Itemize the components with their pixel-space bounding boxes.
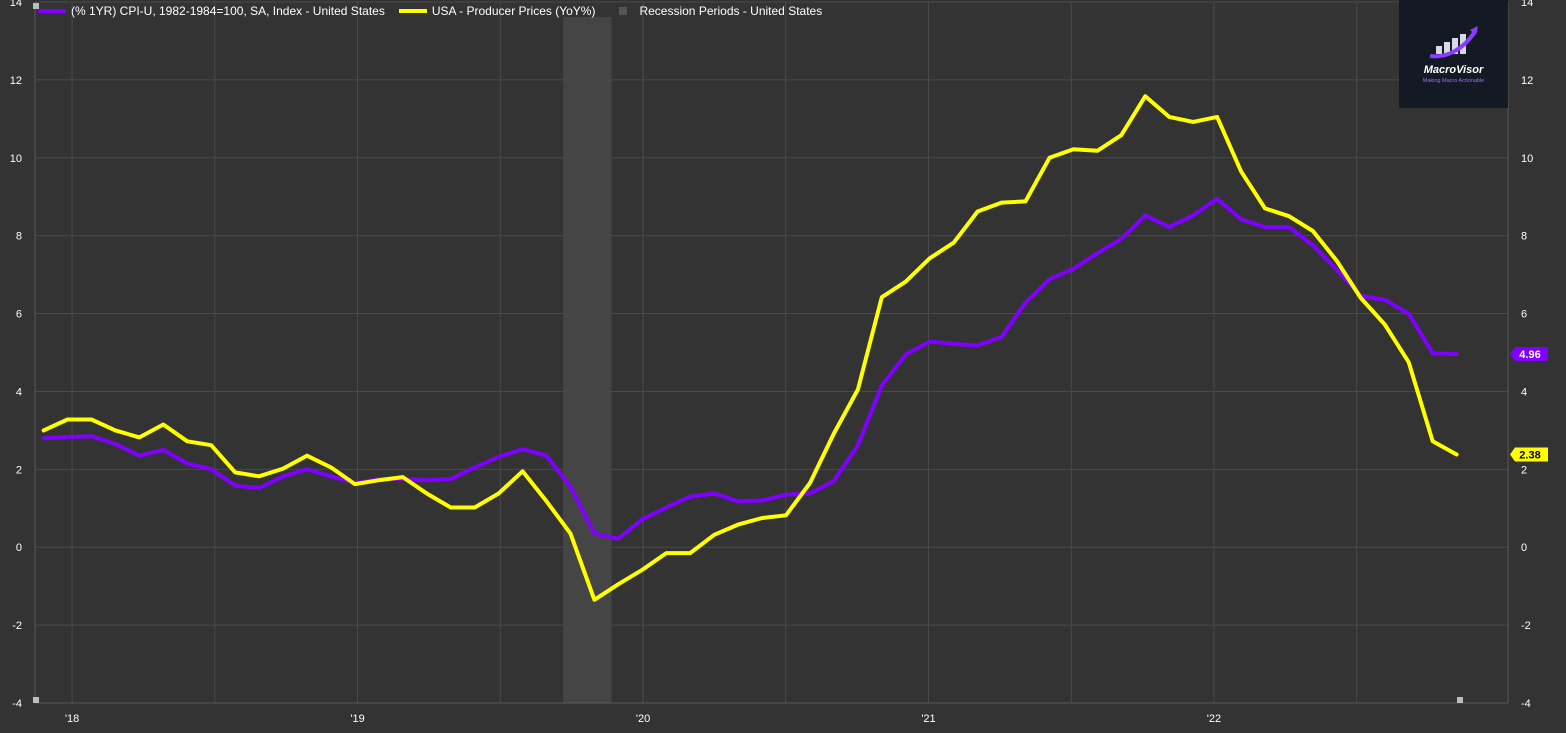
series-line-1 xyxy=(41,94,1459,602)
chart-handle-top-left[interactable] xyxy=(33,3,39,9)
last-value-labels: 4.96 2.38 xyxy=(1510,347,1548,462)
legend-item-recession[interactable]: Recession Periods - United States xyxy=(609,4,822,18)
legend-label-ppi: USA - Producer Prices (YoY%) xyxy=(431,4,596,18)
axes: -4 -4 -2 -2 0 0 2 2 4 4 6 6 8 8 10 10 12 12 14 14 '18 '19 '20 '… xyxy=(10,0,1534,725)
y-tick-label-right: 4 xyxy=(1521,386,1527,398)
last-value-badge-bg xyxy=(1510,347,1548,362)
last-value-label: 2.38 xyxy=(1519,450,1540,462)
y-tick-label-left: 4 xyxy=(16,386,22,398)
recession-band xyxy=(563,17,612,703)
chart-handle-bottom-right[interactable] xyxy=(1457,697,1463,703)
grid-lines xyxy=(35,1,1508,704)
macrovisor-logo: MacroVisor Making Macro Actionable xyxy=(1399,0,1508,108)
legend-swatch-ppi xyxy=(398,9,427,13)
y-tick-label-left: -4 xyxy=(12,698,22,710)
bar-chart-logo-icon xyxy=(1429,26,1478,59)
chart-handle-bottom-left[interactable] xyxy=(33,697,39,703)
series-lines xyxy=(41,94,1459,602)
y-tick-label-right: 8 xyxy=(1521,231,1527,243)
y-tick-label-left: 0 xyxy=(16,542,22,554)
y-tick-label-right: 6 xyxy=(1521,309,1527,321)
legend-label-cpi: (% 1YR) CPI-U, 1982-1984=100, SA, Index … xyxy=(71,4,385,18)
x-tick-label: '19 xyxy=(350,713,364,725)
recession-band-group xyxy=(563,17,612,703)
y-tick-label-right: -2 xyxy=(1521,620,1531,632)
y-tick-label-right: 10 xyxy=(1521,153,1533,165)
y-tick-label-right: 14 xyxy=(1521,0,1533,9)
last-value-badge-1: 2.38 xyxy=(1510,447,1548,462)
last-value-label: 4.96 xyxy=(1519,349,1540,361)
legend-item-ppi[interactable]: USA - Producer Prices (YoY%) xyxy=(398,4,596,18)
legend-swatch-cpi xyxy=(38,9,66,13)
x-tick-label: '21 xyxy=(921,713,935,725)
legend: (% 1YR) CPI-U, 1982-1984=100, SA, Index … xyxy=(38,2,836,20)
y-tick-label-left: 10 xyxy=(10,153,22,165)
y-tick-label-left: 6 xyxy=(16,309,22,321)
legend-item-cpi[interactable]: (% 1YR) CPI-U, 1982-1984=100, SA, Index … xyxy=(38,4,385,18)
logo-name: MacroVisor xyxy=(1423,64,1484,76)
legend-swatch-recession xyxy=(619,7,628,15)
logo-tagline: Making Macro Actionable xyxy=(1422,78,1485,84)
y-tick-label-right: 2 xyxy=(1521,464,1527,476)
y-tick-label-left: 2 xyxy=(16,464,22,476)
last-value-badge-bg xyxy=(1510,447,1548,462)
y-tick-label-left: -2 xyxy=(12,620,22,632)
y-tick-label-left: 12 xyxy=(10,75,22,87)
last-value-badge-0: 4.96 xyxy=(1510,347,1548,362)
y-tick-label-right: 12 xyxy=(1521,75,1533,87)
series-line-0 xyxy=(41,196,1459,541)
x-tick-label: '18 xyxy=(65,713,79,725)
x-tick-label: '22 xyxy=(1207,713,1221,725)
x-tick-label: '20 xyxy=(636,713,650,725)
y-tick-label-right: -4 xyxy=(1521,698,1531,710)
legend-label-recession: Recession Periods - United States xyxy=(639,4,823,18)
y-tick-label-right: 0 xyxy=(1521,542,1527,554)
y-tick-label-left: 14 xyxy=(10,0,22,9)
y-tick-label-left: 8 xyxy=(16,231,22,243)
